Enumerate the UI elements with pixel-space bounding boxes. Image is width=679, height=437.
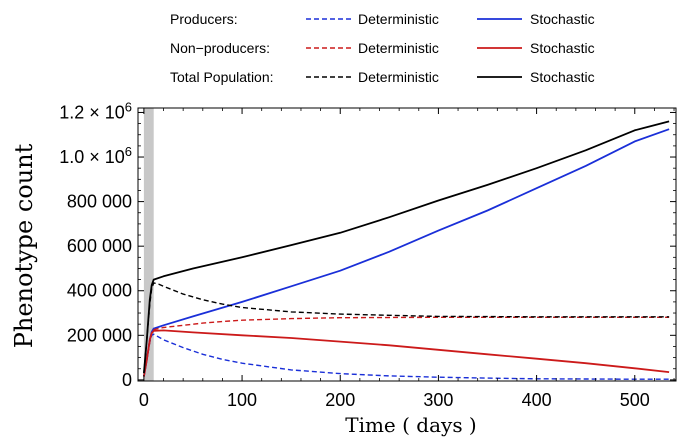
legend-label-stochastic: Stochastic [530, 11, 595, 27]
series-line-0 [143, 333, 670, 380]
x-tick-label: 100 [227, 390, 257, 410]
plot-area [137, 107, 677, 382]
legend-group-label: Producers: [170, 11, 238, 27]
y-tick-label: 400 000 [67, 281, 132, 301]
y-tick-label: 1.2 × 106 [59, 99, 132, 122]
x-tick-label: 300 [423, 390, 453, 410]
series-line-2 [143, 316, 670, 377]
legend: Producers: Deterministic Stochastic Non−pro… [170, 11, 595, 85]
series-line-4 [143, 282, 670, 374]
legend-label-deterministic: Deterministic [358, 69, 439, 85]
series-line-5 [143, 120, 670, 374]
series-line-3 [143, 329, 670, 377]
plot-frame [137, 107, 677, 382]
x-tick-label: 400 [522, 390, 552, 410]
series-line-1 [143, 128, 670, 377]
y-axis-label: Phenotype count [10, 143, 38, 348]
legend-label-stochastic: Stochastic [530, 40, 595, 56]
legend-label-stochastic: Stochastic [530, 69, 595, 85]
y-tick-label: 0 [122, 370, 132, 390]
legend-group-label: Total Population: [170, 69, 274, 85]
legend-label-deterministic: Deterministic [358, 11, 439, 27]
y-tick-label: 800 000 [67, 192, 132, 212]
y-tick-label: 1.0 × 106 [59, 144, 132, 167]
legend-group-label: Non−producers: [170, 40, 270, 56]
x-tick-label: 500 [620, 390, 650, 410]
x-tick-label: 200 [325, 390, 355, 410]
x-tick-label: 0 [139, 390, 149, 410]
x-axis-label: Time ( days ) [345, 413, 477, 437]
shaded-interval [143, 108, 154, 381]
legend-label-deterministic: Deterministic [358, 40, 439, 56]
y-tick-label: 600 000 [67, 236, 132, 256]
axis-ticks: 0 100 200 300 400 500 0 200 000 400 000 600 000 80… [59, 99, 676, 410]
y-tick-label: 200 000 [67, 325, 132, 345]
